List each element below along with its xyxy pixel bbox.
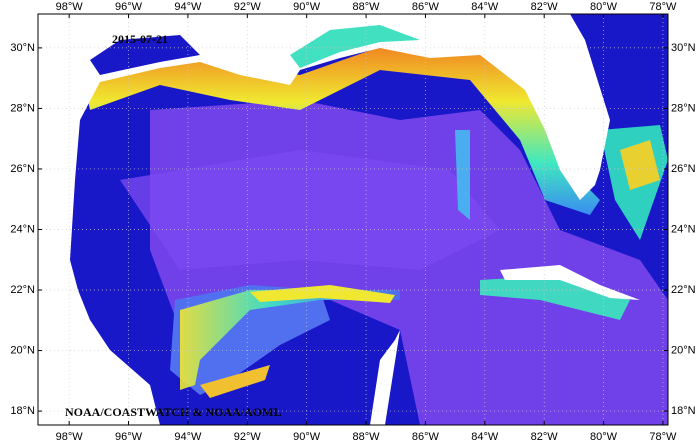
lon-label-top: 82°W bbox=[531, 1, 559, 13]
lon-label-top: 84°W bbox=[471, 1, 499, 13]
lon-label-top: 80°W bbox=[590, 1, 618, 13]
lon-label-bottom: 78°W bbox=[649, 431, 677, 443]
lon-label-bottom: 96°W bbox=[115, 431, 143, 443]
lat-label-left: 18°N bbox=[10, 405, 35, 417]
lat-label-left: 28°N bbox=[10, 102, 35, 114]
lat-label-left: 30°N bbox=[10, 42, 35, 54]
lon-label-top: 86°W bbox=[412, 1, 440, 13]
lon-label-top: 90°W bbox=[293, 1, 321, 13]
map-credit: NOAA/COASTWATCH & NOAA/AOML bbox=[65, 405, 281, 419]
lon-label-bottom: 82°W bbox=[531, 431, 559, 443]
lon-label-bottom: 94°W bbox=[174, 431, 202, 443]
lat-label-left: 24°N bbox=[10, 223, 35, 235]
lon-label-bottom: 86°W bbox=[412, 431, 440, 443]
lat-label-left: 22°N bbox=[10, 284, 35, 296]
lat-label-right: 24°N bbox=[671, 223, 696, 235]
lat-label-left: 20°N bbox=[10, 344, 35, 356]
lat-label-right: 18°N bbox=[671, 405, 696, 417]
lat-label-right: 26°N bbox=[671, 163, 696, 175]
map-frame bbox=[37, 13, 669, 426]
lat-label-right: 22°N bbox=[671, 284, 696, 296]
lon-label-bottom: 98°W bbox=[56, 431, 84, 443]
lon-label-bottom: 88°W bbox=[353, 431, 381, 443]
lon-label-bottom: 92°W bbox=[234, 431, 262, 443]
imagery bbox=[38, 14, 668, 425]
lon-label-top: 96°W bbox=[115, 1, 143, 13]
lat-label-right: 30°N bbox=[671, 42, 696, 54]
lon-label-top: 78°W bbox=[649, 1, 677, 13]
lat-label-right: 20°N bbox=[671, 344, 696, 356]
lon-label-top: 92°W bbox=[234, 1, 262, 13]
lon-label-top: 94°W bbox=[174, 1, 202, 13]
map-date: 2015-07-21 bbox=[112, 32, 168, 46]
lon-label-top: 98°W bbox=[56, 1, 84, 13]
lon-label-bottom: 90°W bbox=[293, 431, 321, 443]
lat-label-right: 28°N bbox=[671, 102, 696, 114]
lon-label-bottom: 80°W bbox=[590, 431, 618, 443]
lat-label-left: 26°N bbox=[10, 163, 35, 175]
lon-label-top: 88°W bbox=[353, 1, 381, 13]
lon-label-bottom: 84°W bbox=[471, 431, 499, 443]
